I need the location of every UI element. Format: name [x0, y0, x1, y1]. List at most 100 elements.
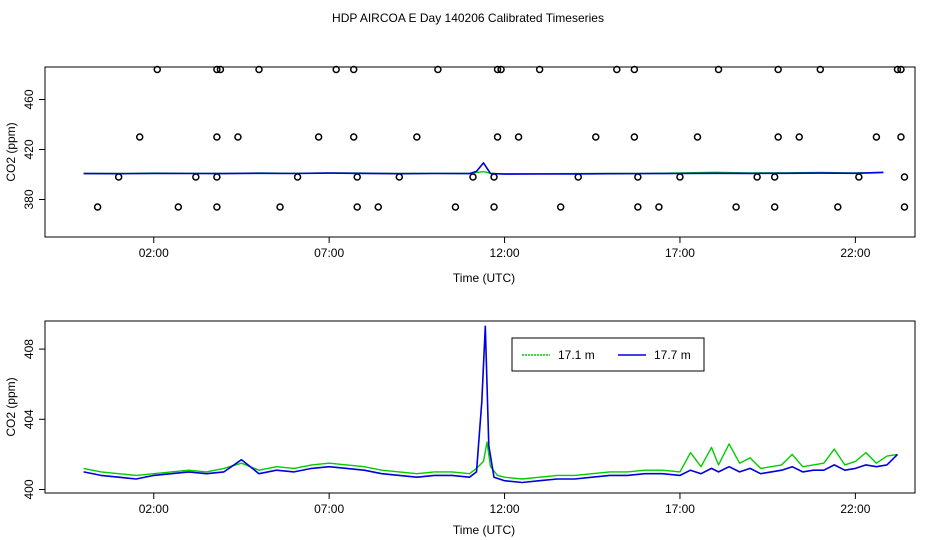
calibration-point	[153, 65, 162, 74]
calibration-point	[872, 133, 881, 141]
series-line-17-7m	[83, 325, 899, 484]
top-series-lines	[83, 162, 884, 175]
top-points	[93, 65, 909, 211]
x-tick-label: 07:00	[314, 502, 344, 516]
calibration-point	[493, 65, 502, 74]
calibration-point	[795, 133, 803, 141]
calibration-point	[592, 133, 600, 141]
x-tick-label: 12:00	[490, 502, 520, 516]
calibration-point	[770, 173, 779, 181]
x-tick-label: 22:00	[840, 502, 870, 516]
bottom-x-axis: 02:00 07:00 12:00 17:00 22:00	[139, 493, 871, 516]
calibration-point	[293, 173, 302, 181]
calibration-point	[732, 203, 740, 211]
calibration-point	[900, 173, 909, 181]
calibration-point	[693, 133, 702, 141]
calibration-point	[234, 133, 242, 141]
y-tick-label: 400	[22, 479, 36, 499]
calibration-point	[900, 203, 909, 211]
calibration-point	[192, 173, 200, 181]
top-y-axis-label: CO2 (ppm)	[4, 122, 18, 181]
top-panel: 02:00 07:00 12:00 17:00 22:00 380 420 460 Time…	[4, 65, 916, 285]
calibration-point	[613, 65, 621, 74]
calibration-point	[774, 133, 782, 141]
x-tick-label: 17:00	[665, 246, 695, 260]
calibration-point	[714, 65, 723, 74]
calibration-point	[753, 173, 761, 181]
chart-title: HDP AIRCOA E Day 140206 Calibrated Times…	[332, 11, 604, 25]
calibration-point	[535, 65, 544, 74]
calibration-point	[514, 133, 523, 141]
top-plot-frame	[44, 66, 916, 238]
calibration-point	[135, 133, 144, 141]
calibration-point	[897, 133, 905, 141]
calibration-point	[630, 65, 639, 74]
x-tick-label: 02:00	[139, 502, 169, 516]
calibration-point	[349, 133, 358, 141]
y-tick-label: 408	[22, 339, 36, 359]
y-tick-label: 380	[22, 189, 36, 209]
calibration-point	[276, 203, 284, 211]
calibration-point	[556, 203, 565, 211]
calibration-point	[770, 203, 779, 211]
calibration-point	[469, 173, 477, 181]
series-line-17-7m	[83, 162, 884, 175]
y-tick-label: 420	[22, 139, 36, 159]
calibration-point	[349, 65, 358, 74]
bottom-y-axis-label: CO2 (ppm)	[4, 377, 18, 436]
calibration-point	[255, 65, 263, 74]
calibration-point	[213, 65, 221, 74]
y-tick-label: 460	[22, 89, 36, 109]
calibration-point	[332, 65, 340, 74]
calibration-point	[174, 203, 183, 211]
calibration-point	[497, 65, 505, 74]
calibration-point	[493, 133, 502, 141]
top-x-axis: 02:00 07:00 12:00 17:00 22:00	[139, 237, 871, 260]
calibration-point	[395, 173, 404, 181]
calibration-point	[490, 173, 498, 181]
calibration-point	[634, 203, 642, 211]
x-tick-label: 12:00	[490, 246, 520, 260]
calibration-point	[216, 65, 225, 74]
calibration-point	[893, 65, 902, 74]
calibration-point	[434, 65, 442, 74]
calibration-point	[93, 203, 102, 211]
bottom-plot-frame	[44, 320, 916, 494]
x-tick-label: 17:00	[665, 502, 695, 516]
calibration-point	[630, 133, 639, 141]
calibration-point	[451, 203, 460, 211]
y-tick-label: 404	[22, 409, 36, 429]
calibration-point	[353, 203, 361, 211]
calibration-point	[897, 65, 905, 74]
legend-label-17-7m: 17.7 m	[654, 348, 691, 362]
x-tick-label: 22:00	[840, 246, 870, 260]
legend: 17.1 m 17.7 m	[511, 337, 705, 372]
calibration-point	[774, 65, 782, 74]
top-y-axis: 380 420 460	[22, 89, 45, 210]
calibration-point	[855, 173, 863, 181]
calibration-point	[353, 173, 361, 181]
calibration-point	[413, 133, 421, 141]
calibration-point	[213, 203, 221, 211]
calibration-point	[816, 65, 825, 74]
calibration-point	[574, 173, 582, 181]
x-tick-label: 02:00	[139, 246, 169, 260]
calibration-point	[655, 203, 663, 211]
calibration-point	[676, 173, 684, 181]
bottom-x-axis-label: Time (UTC)	[453, 523, 515, 537]
calibration-point	[834, 203, 842, 211]
series-line-17-1m	[83, 441, 898, 480]
top-x-axis-label: Time (UTC)	[453, 271, 515, 285]
calibration-point	[634, 173, 642, 181]
calibration-point	[114, 173, 123, 181]
calibration-point	[374, 203, 383, 211]
x-tick-label: 07:00	[314, 246, 344, 260]
bottom-panel: 02:00 07:00 12:00 17:00 22:00 400 404 408 Time…	[4, 320, 916, 537]
calibration-point	[314, 133, 323, 141]
calibration-point	[490, 203, 498, 211]
bottom-y-axis: 400 404 408	[22, 339, 45, 500]
calibration-point	[213, 133, 221, 141]
legend-label-17-1m: 17.1 m	[558, 348, 595, 362]
bottom-series-lines	[83, 325, 899, 484]
